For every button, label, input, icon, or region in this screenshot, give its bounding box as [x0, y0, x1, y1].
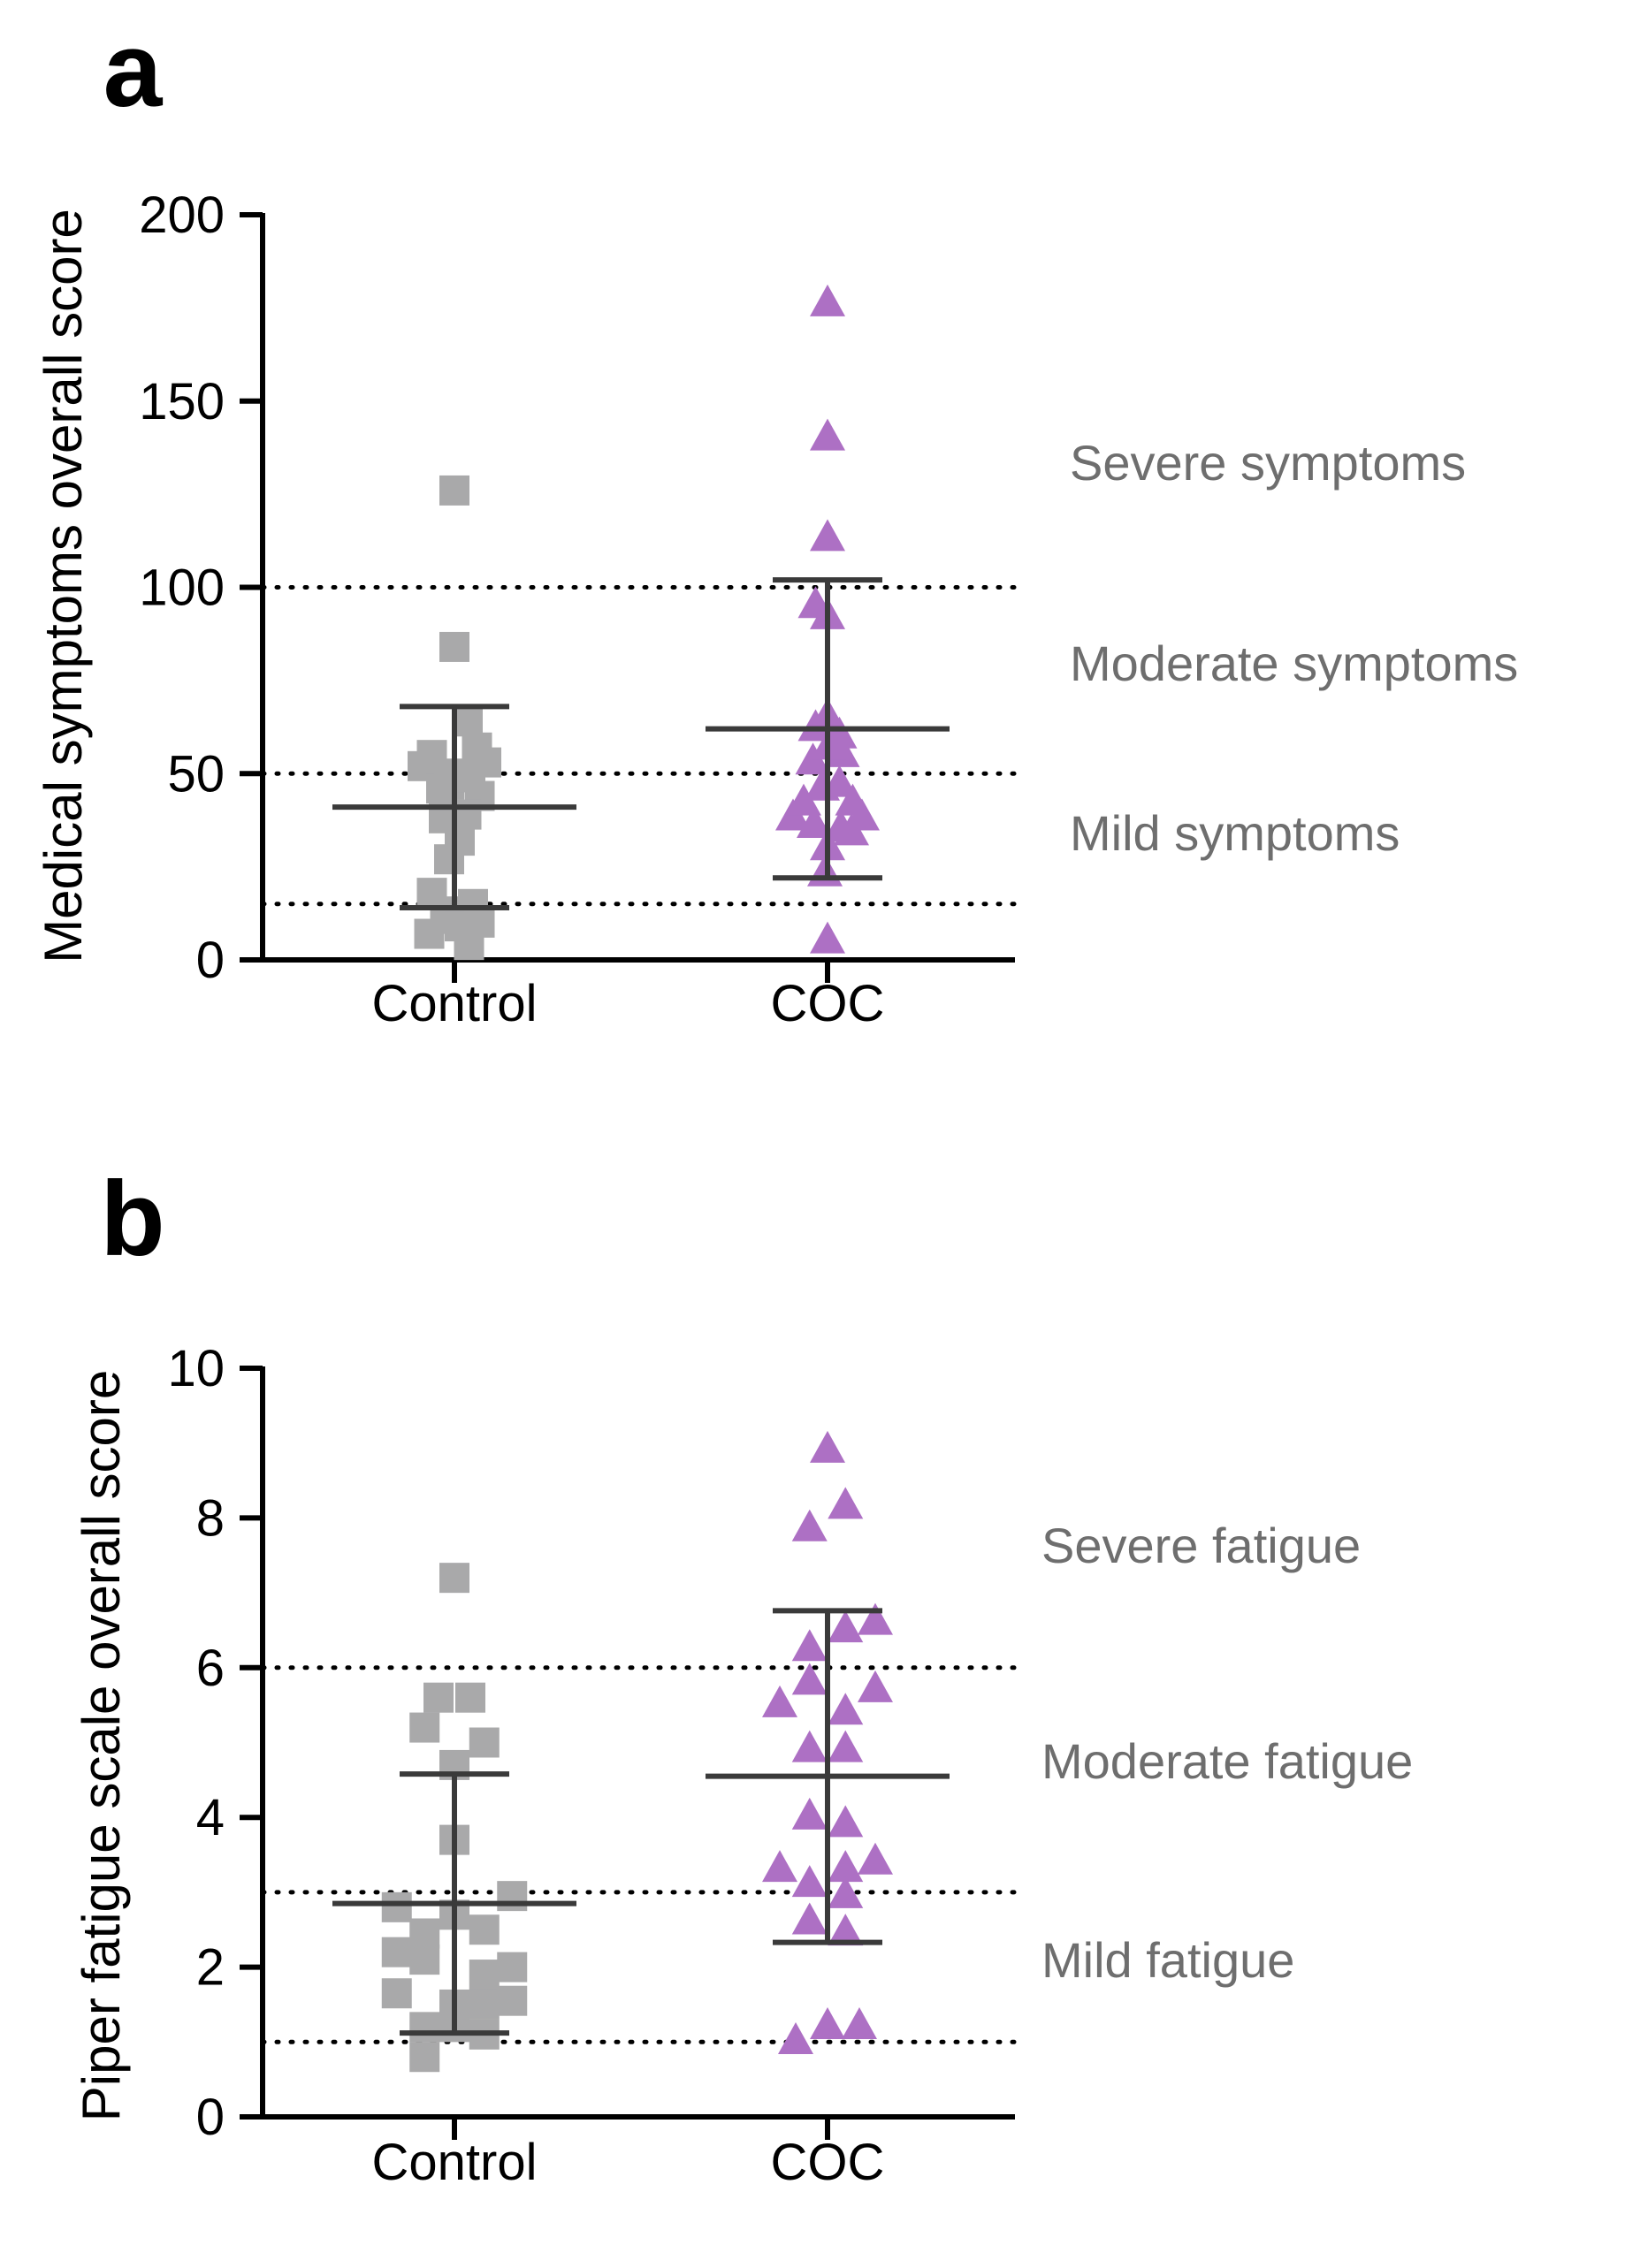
data-point: [821, 765, 858, 797]
data-point: [828, 1914, 864, 1946]
data-point: [469, 1989, 500, 2020]
data-point: [828, 1850, 864, 1883]
series-coc: [762, 1430, 893, 2054]
data-point: [439, 475, 469, 506]
data-point: [469, 1960, 500, 1990]
data-point: [834, 813, 869, 846]
data-point: [828, 1876, 864, 1908]
data-point: [497, 1881, 528, 1912]
data-point: [381, 1891, 412, 1922]
zone-label: Severe fatigue: [1041, 1518, 1361, 1573]
zone-label: Mild symptoms: [1070, 805, 1400, 861]
errorbar-coc: [706, 1608, 950, 1945]
data-point: [454, 930, 484, 961]
y-tick-label: 2: [196, 1939, 225, 1997]
y-tick-label: 4: [196, 1789, 225, 1846]
data-point: [778, 2021, 813, 2054]
data-point: [810, 921, 845, 954]
errorbar-control: [332, 1771, 576, 2036]
data-point: [791, 1865, 828, 1898]
data-point: [762, 1685, 797, 1717]
y-axis-label: Piper fatigue scale overall score: [72, 1370, 131, 2121]
zone-label: Mild fatigue: [1041, 1932, 1294, 1988]
data-point: [828, 1693, 864, 1725]
data-point: [409, 1712, 440, 1743]
data-point: [439, 1563, 469, 1594]
x-tick-label: COC: [771, 2134, 885, 2191]
data-point: [810, 1430, 845, 1463]
data-point: [791, 1629, 828, 1662]
data-point: [797, 709, 834, 742]
data-point: [409, 1945, 440, 1975]
data-point: [409, 2012, 440, 2043]
errorbar-coc: [706, 577, 950, 881]
y-tick-label: 0: [196, 2089, 225, 2146]
data-point: [409, 2042, 440, 2073]
y-tick-label: 10: [167, 1340, 225, 1397]
y-tick-label: 0: [196, 932, 225, 989]
zone-label: Moderate symptoms: [1070, 635, 1518, 691]
data-point: [453, 706, 483, 737]
panel-b: b 0 2 4 6 8 10 Control COC Piper fatigue scale ov…: [72, 1160, 1413, 2191]
y-tick-label: 100: [139, 559, 225, 617]
x-tick-label: Control: [372, 2134, 538, 2191]
data-point: [791, 1902, 828, 1935]
y-tick-label: 8: [196, 1489, 225, 1547]
data-point: [828, 1805, 864, 1838]
x-tick-label: Control: [372, 975, 538, 1032]
data-point: [497, 1952, 528, 1983]
y-tick-label: 150: [139, 373, 225, 430]
data-point: [858, 1842, 893, 1875]
data-point: [791, 1730, 828, 1762]
data-point: [434, 844, 464, 875]
data-point: [791, 1509, 828, 1541]
data-point: [469, 1914, 500, 1945]
data-point: [416, 740, 447, 771]
y-axis-label: Medical symptoms overall score: [34, 209, 93, 963]
data-point: [797, 805, 832, 838]
data-point: [828, 1730, 864, 1762]
data-point: [828, 1487, 864, 1519]
data-point: [762, 1850, 797, 1883]
data-point: [791, 1663, 828, 1695]
data-point: [497, 1985, 528, 2016]
errorbar-control: [332, 704, 576, 910]
y-tick-label: 50: [167, 745, 225, 803]
y-tick-label: 6: [196, 1640, 225, 1697]
series-control: [408, 475, 501, 961]
data-point: [842, 2007, 877, 2040]
data-point: [469, 1727, 500, 1758]
data-point: [439, 631, 469, 662]
data-point: [828, 1610, 864, 1643]
data-point: [858, 1670, 893, 1702]
y-tick-label: 200: [139, 186, 225, 244]
data-point: [455, 1682, 485, 1713]
data-point: [810, 284, 845, 316]
data-point: [810, 418, 845, 451]
data-point: [381, 1937, 412, 1967]
data-point: [791, 1797, 828, 1830]
panel-a: a 0 50 100 150 200 Control COC Medical symptoms …: [34, 11, 1518, 1032]
zone-label: Moderate fatigue: [1041, 1733, 1413, 1789]
data-point: [858, 1602, 893, 1635]
data-point: [423, 1682, 454, 1713]
data-point: [381, 1978, 412, 2009]
x-tick-label: COC: [771, 975, 885, 1032]
panel-letter: a: [103, 11, 164, 129]
zone-label: Severe symptoms: [1070, 435, 1466, 491]
data-point: [409, 1918, 440, 1949]
panel-letter: b: [100, 1160, 164, 1278]
data-point: [810, 2007, 845, 2040]
data-point: [786, 783, 821, 816]
data-point: [810, 519, 845, 552]
